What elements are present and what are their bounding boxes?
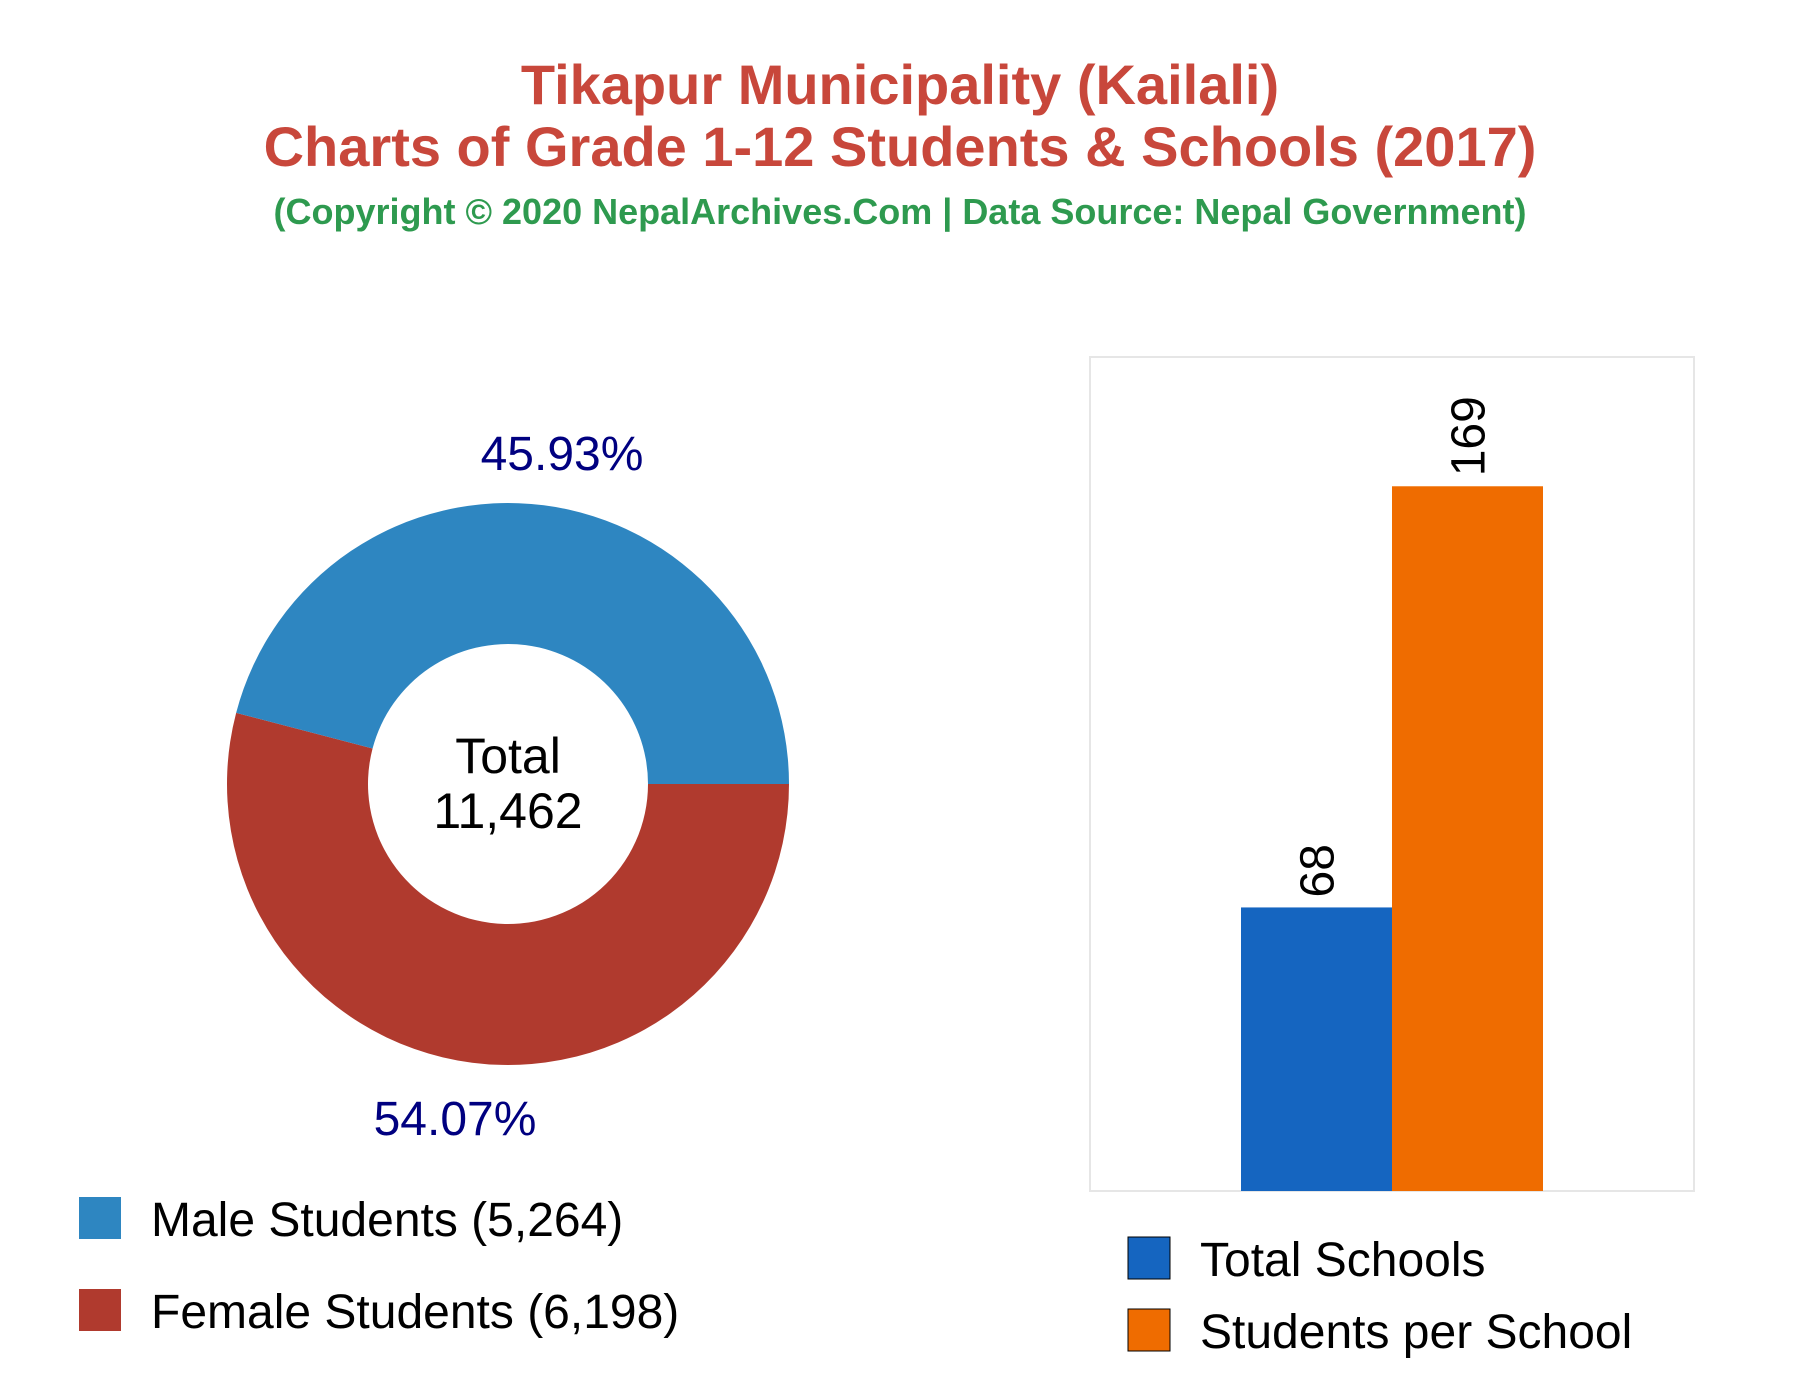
legend-label-students-per-school: Students per School xyxy=(1200,1306,1632,1359)
bar-total-schools xyxy=(1241,907,1392,1191)
legend-label-total-schools: Total Schools xyxy=(1200,1234,1486,1287)
bar-legend: Total Schools Students per School xyxy=(1127,1234,1632,1359)
legend-label-female: Female Students (6,198) xyxy=(151,1286,679,1339)
chart-subtitle: Charts of Grade 1-12 Students & Schools … xyxy=(263,115,1537,178)
percent-label-male: 45.93% xyxy=(481,428,644,481)
legend-swatch-female xyxy=(79,1289,121,1331)
donut-center-value: 11,462 xyxy=(433,783,582,839)
copyright-source: (Copyright © 2020 NepalArchives.Com | Da… xyxy=(273,191,1527,232)
bar-students-per-school xyxy=(1392,486,1543,1191)
percent-label-female: 54.07% xyxy=(374,1093,537,1146)
donut-slice-female xyxy=(227,712,789,1066)
donut-center-label: Total xyxy=(455,728,561,784)
bar-value-label-students-per-school: 169 xyxy=(1443,396,1496,476)
donut-slice-male xyxy=(236,503,790,784)
legend-swatch-total-schools xyxy=(1127,1236,1171,1280)
bar-chart: 68 169 xyxy=(1089,356,1695,1192)
legend-swatch-students-per-school xyxy=(1127,1308,1171,1352)
chart-title: Tikapur Municipality (Kailali) xyxy=(520,53,1280,116)
donut-legend: Male Students (5,264) Female Students (6… xyxy=(79,1194,679,1339)
donut-chart: Total 11,462 45.93% 54.07% xyxy=(227,428,790,1146)
legend-label-male: Male Students (5,264) xyxy=(151,1194,623,1247)
legend-swatch-male xyxy=(79,1197,121,1239)
bar-value-label-total-schools: 68 xyxy=(1292,844,1345,897)
